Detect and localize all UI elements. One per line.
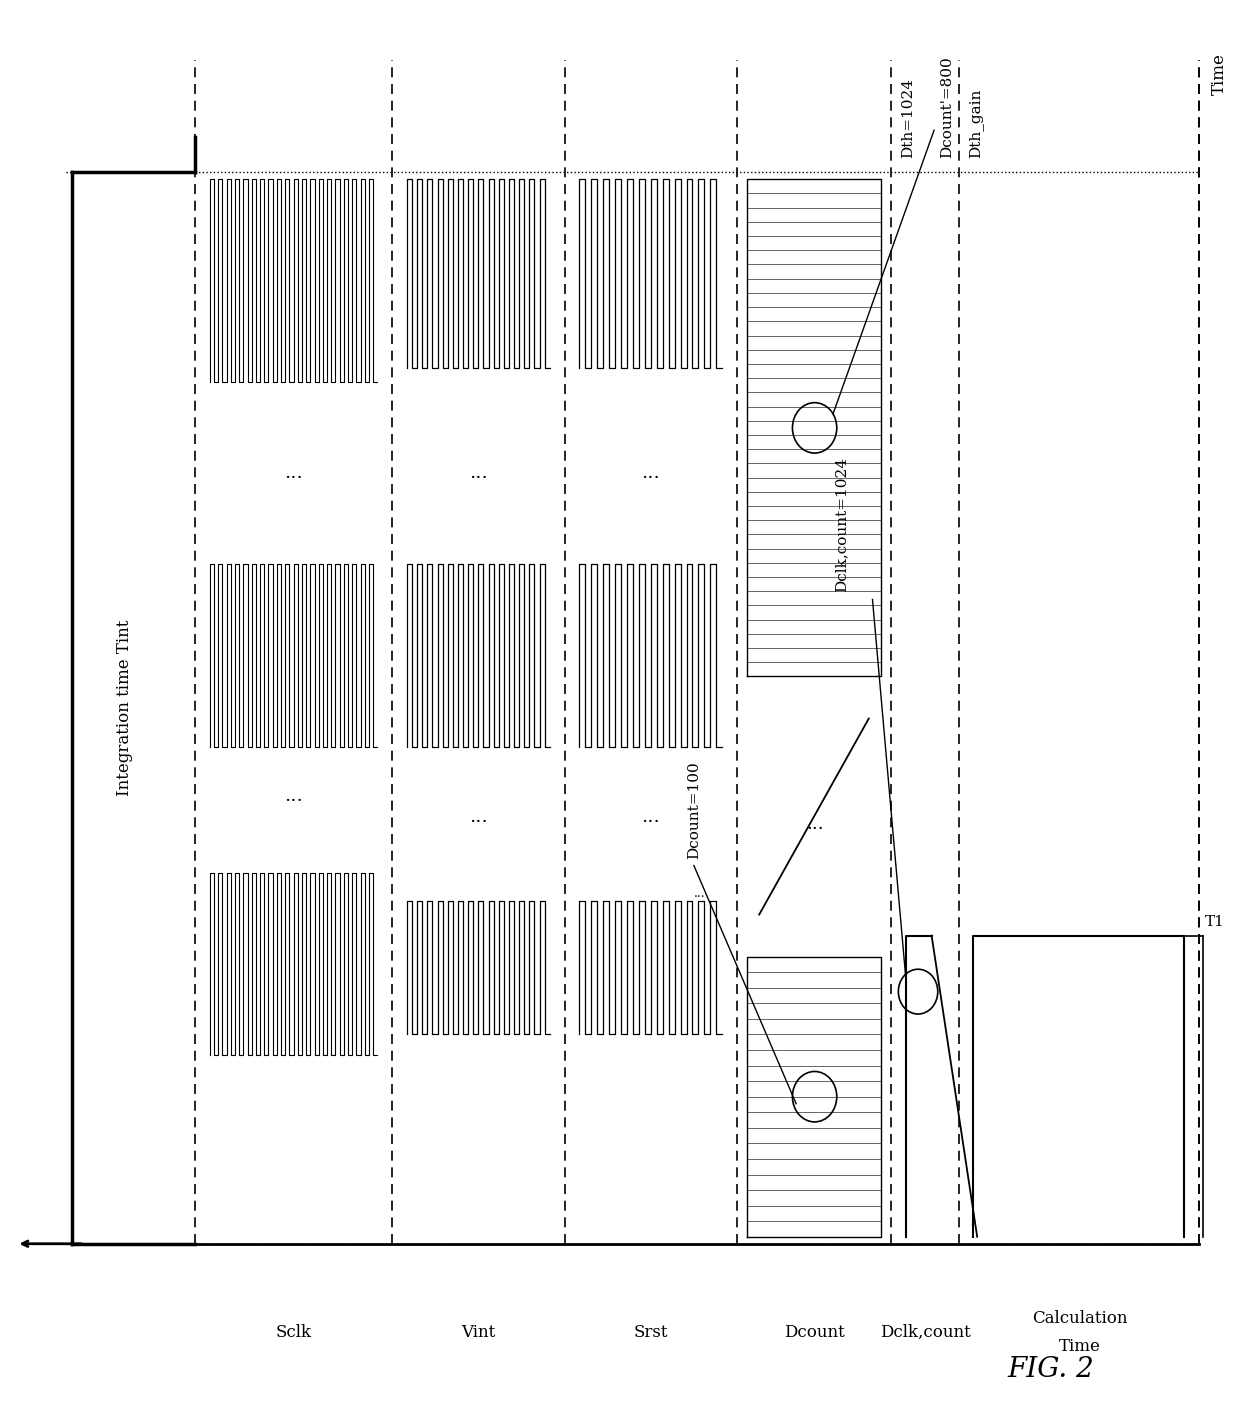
Text: T1: T1	[1205, 914, 1225, 929]
Text: ...: ...	[641, 807, 660, 826]
Text: Time: Time	[1211, 54, 1228, 96]
Text: ...: ...	[284, 465, 303, 482]
Text: ...: ...	[469, 807, 487, 826]
Text: Calculation: Calculation	[1032, 1309, 1127, 1327]
Text: Dcount: Dcount	[784, 1323, 844, 1340]
Text: Dclk,count: Dclk,count	[880, 1323, 971, 1340]
Text: Vint: Vint	[461, 1323, 496, 1340]
Text: ...: ...	[284, 786, 303, 805]
Text: FIG. 2: FIG. 2	[1008, 1357, 1095, 1384]
Text: Sclk: Sclk	[275, 1323, 311, 1340]
Text: Dcount'=800: Dcount'=800	[940, 56, 955, 158]
Text: ...: ...	[641, 465, 660, 482]
Text: Dth=1024: Dth=1024	[900, 79, 915, 158]
Text: Dclk,count=1024: Dclk,count=1024	[835, 458, 848, 592]
Text: Dcount=100: Dcount=100	[687, 761, 701, 858]
Text: ...: ...	[806, 814, 823, 833]
Text: ...: ...	[469, 465, 487, 482]
Text: ...: ...	[694, 886, 706, 899]
Text: Srst: Srst	[634, 1323, 668, 1340]
Text: Integration time Tint: Integration time Tint	[117, 620, 134, 796]
Text: Time: Time	[1059, 1337, 1100, 1354]
Text: Dth_gain: Dth_gain	[968, 89, 983, 158]
